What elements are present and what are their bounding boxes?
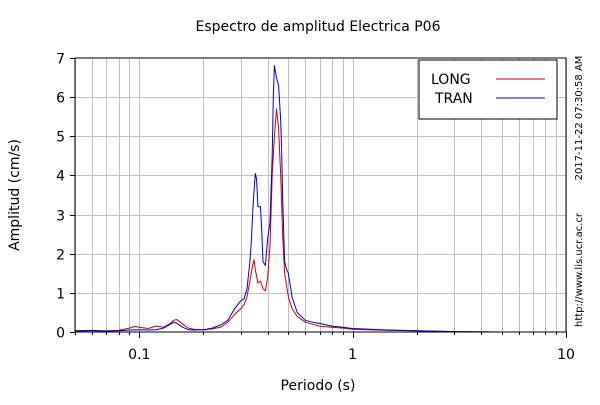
series-layer [74, 65, 566, 333]
chart-title: Espectro de amplitud Electrica P06 [196, 19, 441, 35]
y-axis-label: Amplitud (cm/s) [7, 139, 23, 251]
x-tick-label: 10 [557, 347, 575, 363]
y-tick-label: 4 [56, 169, 65, 185]
series-line-long [74, 108, 566, 333]
timestamp-label: 2017-11-22 07:30:58 AM [574, 56, 585, 181]
y-tick-label: 6 [56, 91, 65, 107]
x-axis-label: Periodo (s) [281, 378, 356, 394]
legend-label-long: LONG [431, 72, 471, 88]
y-tick-label: 5 [56, 130, 65, 146]
ticks: 0 1 2 3 4 5 6 7 0.1 1 10 [56, 52, 575, 364]
legend: LONG TRAN [418, 59, 558, 120]
y-tick-label: 7 [56, 52, 65, 68]
source-url-label: http://www.lis.ucr.ac.cr [574, 212, 585, 327]
y-tick-label: 1 [56, 287, 65, 303]
grid [75, 58, 567, 332]
legend-label-tran: TRAN [434, 91, 473, 107]
x-tick-label: 1 [348, 347, 357, 363]
series-line-tran [74, 65, 566, 333]
legend-box [418, 59, 558, 120]
y-tick-label: 3 [56, 209, 65, 225]
x-tick-label: 0.1 [128, 347, 150, 363]
y-tick-label: 2 [56, 248, 65, 264]
y-tick-label: 0 [56, 326, 65, 342]
